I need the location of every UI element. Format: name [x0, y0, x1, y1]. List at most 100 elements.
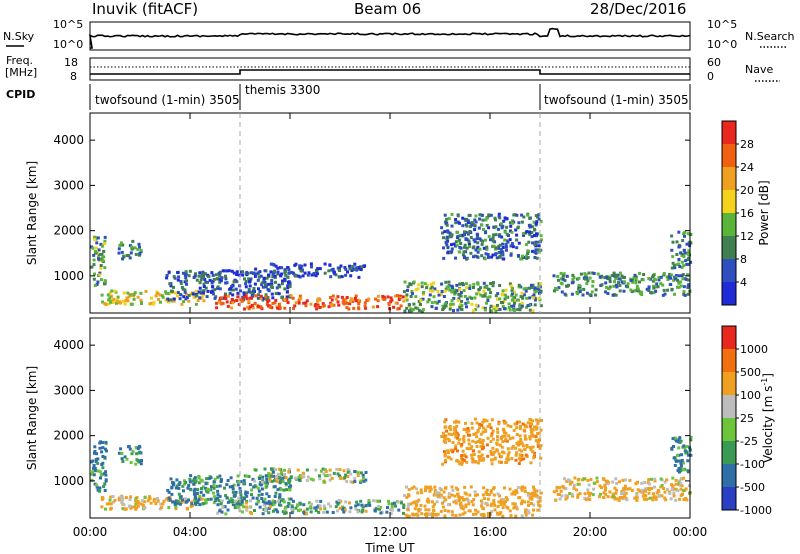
echo-cell: [226, 508, 230, 512]
echo-cell: [354, 294, 358, 298]
echo-cell: [313, 506, 317, 510]
echo-cell: [683, 234, 686, 238]
echo-cell: [237, 505, 241, 509]
echo-cell: [287, 497, 291, 501]
echo-cell: [623, 487, 627, 490]
echo-cell: [463, 295, 467, 298]
echo-cell: [511, 436, 515, 440]
echo-cell: [242, 291, 246, 295]
echo-cell: [450, 493, 454, 497]
echo-cell: [206, 497, 210, 501]
echo-cell: [539, 456, 543, 460]
echo-cell: [234, 501, 238, 505]
echo-cell: [108, 498, 112, 502]
echo-cell: [197, 498, 201, 502]
echo-cell: [123, 507, 127, 511]
echo-cell: [504, 500, 508, 503]
echo-cell: [682, 461, 685, 465]
echo-cell: [428, 513, 432, 516]
echo-cell: [426, 283, 430, 287]
echo-cell: [440, 293, 443, 297]
echo-cell: [269, 262, 273, 266]
echo-cell: [364, 306, 368, 310]
echo-cell: [446, 245, 450, 249]
echo-cell: [481, 294, 485, 298]
echo-cell: [192, 276, 196, 279]
echo-cell: [129, 495, 133, 499]
echo-cell: [536, 442, 540, 446]
echo-cell: [648, 277, 652, 281]
echo-cell: [253, 274, 257, 278]
echo-cell: [482, 281, 486, 285]
echo-cell: [514, 514, 518, 518]
echo-cell: [578, 285, 582, 289]
colorbar-swatch: [722, 282, 736, 306]
echo-cell: [213, 477, 217, 481]
echo-cell: [258, 477, 261, 480]
echo-cell: [444, 418, 448, 422]
echo-cell: [274, 468, 277, 472]
echo-cell: [465, 224, 469, 228]
echo-cell: [397, 508, 401, 512]
echo-cell: [493, 503, 497, 507]
echo-cell: [169, 298, 172, 302]
echo-cell: [281, 279, 284, 283]
echo-cell: [413, 500, 417, 504]
echo-cell: [280, 272, 284, 276]
echo-cell: [515, 213, 519, 217]
echo-cell: [499, 498, 503, 502]
echo-cell: [654, 289, 658, 293]
echo-cell: [353, 477, 357, 481]
echo-cell: [487, 287, 490, 291]
echo-cell: [128, 498, 132, 501]
echo-cell: [443, 436, 447, 440]
echo-cell: [263, 467, 267, 471]
echo-cell: [271, 286, 274, 289]
echo-cell: [417, 508, 420, 512]
echo-cell: [634, 482, 638, 486]
echo-cell: [474, 308, 478, 312]
colorbar-tick-label: 12: [740, 230, 754, 243]
echo-cell: [628, 478, 632, 482]
echo-cell: [528, 216, 532, 220]
echo-cell: [425, 499, 429, 503]
echo-cell: [283, 468, 286, 472]
echo-cell: [689, 438, 693, 442]
echo-cell: [197, 496, 201, 500]
echo-cell: [356, 474, 360, 477]
echo-cell: [436, 512, 440, 516]
echo-cell: [270, 503, 274, 507]
echo-cell: [515, 491, 519, 495]
echo-cell: [347, 307, 351, 311]
echo-cell: [243, 474, 247, 478]
echo-cell: [376, 305, 380, 309]
echo-cell: [510, 221, 514, 225]
echo-cell: [185, 279, 189, 283]
echo-cell: [456, 214, 460, 218]
echo-cell: [351, 480, 355, 484]
echo-cell: [468, 493, 472, 497]
echo-cell: [174, 499, 178, 503]
echo-cell: [468, 284, 472, 288]
echo-cell: [300, 264, 304, 268]
echo-cell: [223, 486, 226, 490]
echo-cell: [672, 445, 675, 448]
echo-cell: [103, 235, 107, 239]
echo-cell: [444, 425, 448, 429]
echo-cell: [472, 449, 475, 453]
echo-cell: [464, 282, 468, 286]
echo-cell: [470, 500, 474, 503]
echo-cell: [417, 299, 421, 303]
echo-cell: [171, 481, 175, 485]
echo-cell: [657, 278, 661, 282]
echo-cell: [248, 499, 252, 503]
echo-cell: [508, 437, 512, 441]
echo-cell: [224, 277, 228, 281]
echo-cell: [504, 288, 508, 292]
echo-cell: [133, 291, 137, 295]
echo-cell: [524, 508, 528, 512]
echo-cell: [463, 233, 466, 237]
echo-cell: [287, 268, 291, 272]
echo-cell: [389, 300, 393, 304]
echo-cell: [454, 218, 458, 221]
